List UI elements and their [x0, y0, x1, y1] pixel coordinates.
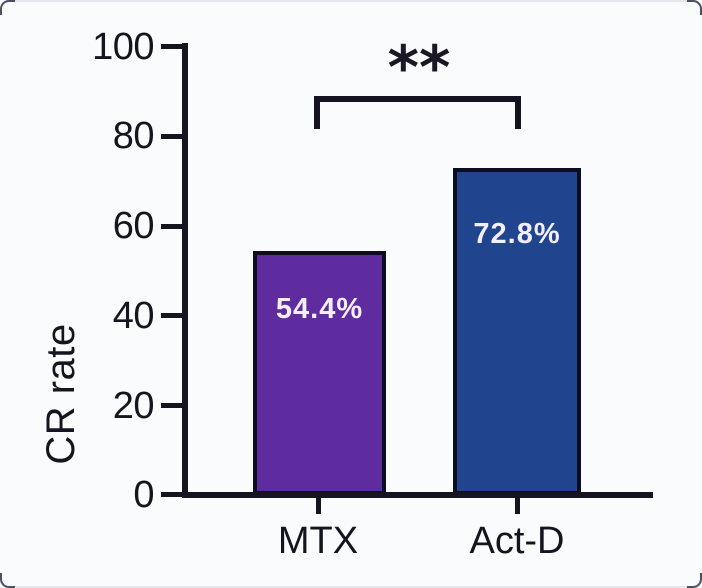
x-axis-line: [182, 492, 653, 498]
significance-stars: **: [387, 33, 451, 103]
frame-corner-bottom-right: [687, 573, 702, 588]
x-category-label-mtx: MTX: [277, 520, 359, 562]
x-tick-mtx: [316, 492, 321, 514]
frame-corner-top-left: [0, 0, 15, 15]
bar-mtx: 54.4%: [253, 251, 386, 495]
y-tick-20: [161, 403, 182, 408]
bar-act-d-value-label: 72.8%: [473, 218, 561, 250]
y-tick-label-80: 80: [112, 115, 155, 157]
y-tick-0: [161, 492, 182, 497]
bar-mtx-value-label: 54.4%: [275, 293, 364, 325]
frame-bottom-edge: [6, 586, 696, 588]
significance-bracket-horizontal: [314, 96, 521, 102]
y-tick-80: [161, 134, 182, 139]
bar-act-d: 72.8%: [453, 168, 581, 495]
y-tick-label-40: 40: [112, 295, 155, 337]
y-axis-line: [182, 43, 188, 498]
significance-bracket-left-leg: [314, 96, 320, 129]
y-tick-label-20: 20: [112, 385, 155, 427]
frame-corner-bottom-left: [0, 573, 15, 588]
x-tick-act-d: [515, 492, 520, 514]
y-tick-100: [161, 44, 182, 49]
frame-top-edge: [6, 0, 696, 2]
significance-bracket-right-leg: [515, 96, 521, 129]
y-tick-label-100: 100: [92, 26, 154, 68]
y-tick-60: [161, 224, 182, 229]
y-tick-label-0: 0: [133, 474, 154, 516]
x-category-label-act-d: Act-D: [469, 520, 565, 562]
frame-corner-top-right: [687, 0, 702, 15]
y-tick-label-60: 60: [112, 205, 155, 247]
y-tick-40: [161, 313, 182, 318]
